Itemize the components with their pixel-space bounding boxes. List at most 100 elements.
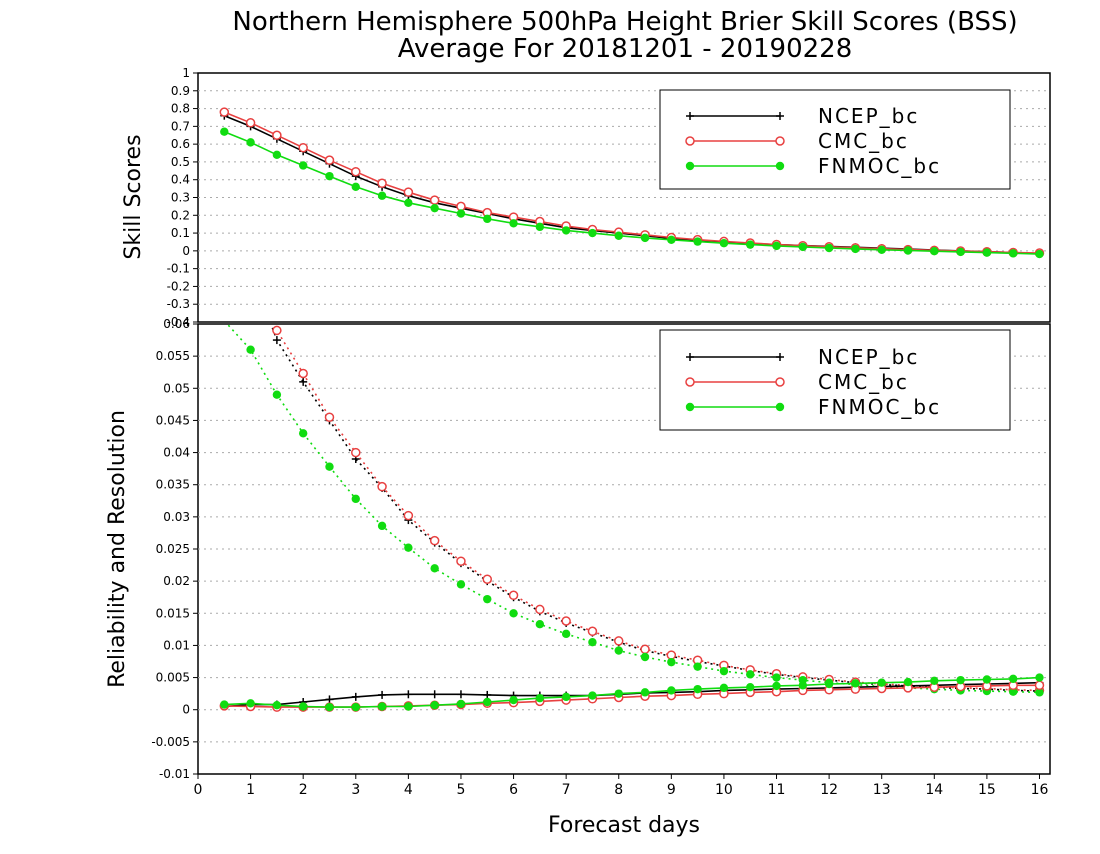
series-line bbox=[223, 130, 1040, 255]
data-point bbox=[1034, 680, 1045, 691]
legend-label: FNMOC_bc bbox=[818, 395, 941, 419]
data-point bbox=[693, 684, 702, 694]
data-point bbox=[351, 494, 360, 504]
data-point bbox=[508, 590, 519, 601]
y-tick-label: 0.9 bbox=[171, 84, 190, 98]
skill-score-legend-box bbox=[659, 89, 1011, 190]
x-tick-label: 5 bbox=[457, 782, 466, 798]
legend-entry-cmc-bc: CMC_bc bbox=[685, 129, 909, 153]
series-reliability-fnmoc-bc bbox=[220, 673, 1044, 712]
data-point bbox=[561, 616, 571, 626]
series-line bbox=[224, 681, 1040, 708]
data-point bbox=[220, 700, 229, 709]
data-point bbox=[877, 245, 886, 254]
data-point bbox=[903, 246, 913, 255]
series-line bbox=[224, 684, 1040, 708]
data-point bbox=[272, 390, 282, 399]
y-tick-label: 0.05 bbox=[163, 381, 190, 395]
data-point bbox=[1008, 674, 1018, 684]
data-point bbox=[325, 702, 334, 712]
data-point bbox=[535, 620, 545, 629]
reliability-y-ticks: -0.01 -0.005 0 0.005 0.01 0.015 0.02 0.025 0.03 0… bbox=[151, 317, 198, 781]
x-tick-label: 6 bbox=[509, 782, 518, 798]
chart-title: Northern Hemisphere 500hPa Height Brier … bbox=[232, 7, 1017, 37]
data-point bbox=[588, 638, 597, 647]
data-point bbox=[245, 118, 256, 128]
chart-subtitle: Average For 20181201 - 20190228 bbox=[398, 34, 853, 64]
data-point bbox=[298, 161, 308, 170]
x-tick-label: 4 bbox=[404, 782, 413, 798]
data-point bbox=[483, 214, 492, 224]
legend-entry-fnmoc-bc: FNMOC_bc bbox=[685, 154, 939, 178]
x-tick-label: 3 bbox=[351, 782, 360, 798]
y-tick-label: 0.3 bbox=[171, 191, 190, 205]
y-tick-label: 1 bbox=[182, 66, 190, 80]
reliability-series bbox=[219, 324, 1045, 712]
data-point bbox=[429, 535, 440, 546]
x-tick-label: 8 bbox=[614, 782, 623, 798]
data-point bbox=[1035, 673, 1044, 682]
data-point bbox=[772, 673, 781, 682]
series-resolution-cmc-bc bbox=[272, 324, 1045, 696]
y-tick-label: 0.03 bbox=[163, 510, 190, 524]
data-point bbox=[772, 241, 781, 251]
data-point bbox=[719, 683, 729, 693]
legend-marker bbox=[686, 353, 694, 361]
y-tick-label: 0.005 bbox=[156, 671, 190, 685]
data-point bbox=[903, 677, 913, 687]
y-tick-label: 0.4 bbox=[171, 173, 190, 187]
y-tick-label: 0.02 bbox=[163, 574, 190, 588]
data-point bbox=[298, 429, 308, 438]
data-point bbox=[272, 701, 282, 710]
y-tick-label: 0.1 bbox=[171, 226, 190, 240]
data-point bbox=[298, 368, 308, 379]
data-point bbox=[377, 191, 387, 200]
x-tick-label: 2 bbox=[299, 782, 308, 798]
data-point bbox=[535, 604, 545, 615]
legend-marker bbox=[685, 377, 695, 387]
data-point bbox=[430, 203, 439, 213]
data-point bbox=[1035, 249, 1044, 259]
x-tick-label: 10 bbox=[715, 782, 733, 798]
data-point bbox=[272, 336, 281, 345]
series-line bbox=[224, 676, 1040, 708]
data-point bbox=[351, 447, 361, 458]
data-point bbox=[377, 178, 387, 189]
data-point bbox=[851, 244, 860, 254]
data-point bbox=[220, 127, 229, 136]
x-tick-label: 14 bbox=[925, 782, 943, 798]
legend-entry-ncep-bc: NCEP_bc bbox=[686, 104, 917, 128]
legend-marker bbox=[776, 112, 784, 120]
data-point bbox=[272, 130, 282, 140]
data-point bbox=[351, 166, 361, 177]
y-tick-label: 0.045 bbox=[156, 413, 190, 427]
data-point bbox=[930, 247, 939, 256]
data-point bbox=[877, 678, 886, 687]
data-point bbox=[1008, 249, 1018, 258]
skill-score-series bbox=[219, 107, 1045, 259]
legend-label: CMC_bc bbox=[818, 129, 909, 153]
data-point bbox=[246, 345, 255, 354]
data-point bbox=[588, 228, 597, 238]
data-point bbox=[666, 650, 677, 660]
series-reliability-ncep-bc bbox=[220, 678, 1044, 711]
data-point bbox=[325, 462, 334, 471]
legend-marker bbox=[775, 402, 785, 412]
y-tick-label: 0.055 bbox=[156, 349, 190, 363]
data-point bbox=[456, 690, 465, 699]
data-point bbox=[535, 222, 545, 232]
data-point bbox=[614, 689, 623, 698]
data-point bbox=[404, 543, 413, 552]
data-point bbox=[324, 412, 335, 422]
data-point bbox=[587, 626, 598, 637]
data-point bbox=[299, 377, 308, 386]
data-point bbox=[403, 510, 414, 521]
data-point bbox=[377, 521, 387, 531]
data-point bbox=[640, 688, 650, 697]
data-point bbox=[693, 237, 702, 246]
legend-label: CMC_bc bbox=[818, 370, 909, 394]
data-point bbox=[588, 691, 597, 700]
series-line bbox=[273, 324, 1040, 692]
